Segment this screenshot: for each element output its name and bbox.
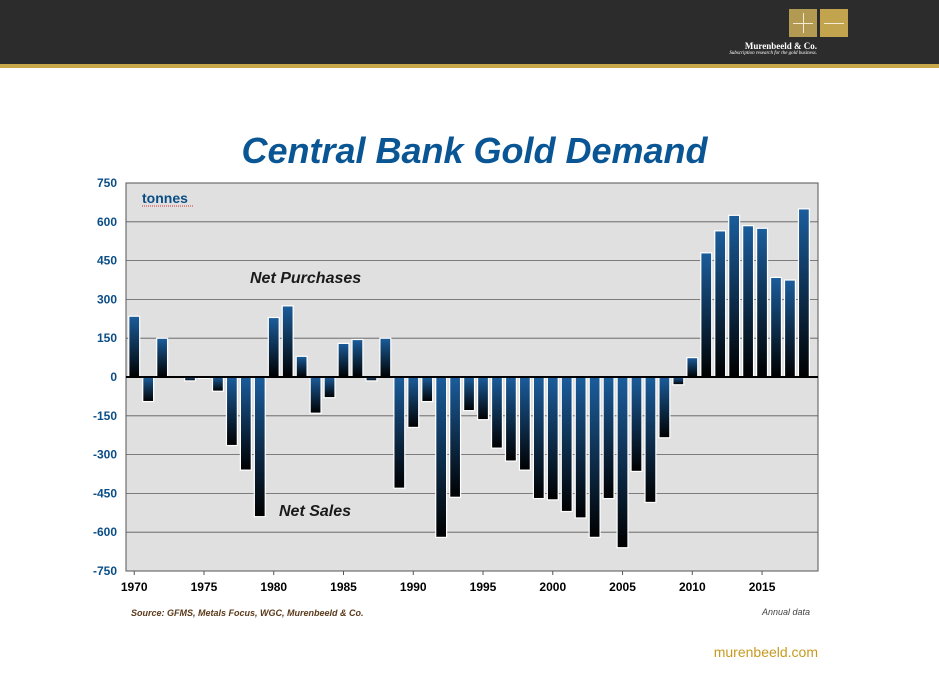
y-tick-label: -600 bbox=[93, 525, 117, 539]
bar-2007 bbox=[644, 376, 657, 504]
bar-1989 bbox=[393, 376, 406, 489]
brand-name: Murenbeeld & Co. bbox=[744, 41, 817, 51]
bar-2010 bbox=[686, 357, 699, 378]
x-tick-label: 1985 bbox=[330, 580, 357, 594]
bar-2001 bbox=[560, 376, 573, 513]
two-gold-squares-logo-icon bbox=[789, 9, 848, 37]
x-tick-label: 2015 bbox=[749, 580, 776, 594]
x-tick-label: 1980 bbox=[260, 580, 287, 594]
bar-2008 bbox=[658, 376, 671, 439]
bar-2004 bbox=[602, 376, 615, 500]
bar-1985 bbox=[337, 342, 350, 378]
y-tick-label: -150 bbox=[93, 409, 117, 423]
bar-2009 bbox=[672, 376, 685, 386]
bar-1999 bbox=[532, 376, 545, 500]
unit-label: tonnes bbox=[142, 190, 188, 206]
annotation-net-purchases: Net Purchases bbox=[250, 270, 361, 287]
bar-1978 bbox=[239, 376, 252, 471]
x-tick-label: 2000 bbox=[539, 580, 566, 594]
bar-2005 bbox=[616, 376, 629, 549]
bar-1980 bbox=[267, 316, 280, 378]
x-tick-label: 2005 bbox=[609, 580, 636, 594]
bar-1991 bbox=[421, 376, 434, 403]
bar-1984 bbox=[323, 376, 336, 399]
bar-2002 bbox=[574, 376, 587, 519]
y-tick-label: -300 bbox=[93, 448, 117, 462]
header-bar bbox=[0, 0, 939, 64]
bar-1986 bbox=[351, 338, 364, 378]
bar-1977 bbox=[225, 376, 238, 447]
bar-1972 bbox=[156, 337, 169, 378]
bar-1988 bbox=[379, 337, 392, 378]
bar-1971 bbox=[142, 376, 155, 403]
y-tick-label: -750 bbox=[93, 564, 117, 578]
bar-1970 bbox=[128, 315, 141, 378]
y-tick-label: 0 bbox=[110, 370, 117, 384]
y-tick-label: 600 bbox=[97, 215, 117, 229]
bar-1995 bbox=[476, 376, 490, 421]
x-tick-label: 2010 bbox=[679, 580, 706, 594]
chart-title: Central Bank Gold Demand bbox=[241, 130, 708, 171]
header-gold-rule bbox=[0, 64, 939, 68]
bar-2015 bbox=[756, 227, 769, 378]
bar-1983 bbox=[309, 376, 322, 414]
x-tick-label: 1990 bbox=[400, 580, 427, 594]
bar-2013 bbox=[728, 214, 741, 378]
y-tick-label: 300 bbox=[97, 292, 117, 306]
bar-1993 bbox=[449, 376, 462, 498]
bar-2014 bbox=[742, 225, 755, 378]
bar-1976 bbox=[211, 376, 224, 392]
source-note: Source: GFMS, Metals Focus, WGC, Murenbe… bbox=[131, 608, 364, 618]
bar-1992 bbox=[435, 376, 448, 538]
bar-1981 bbox=[281, 305, 294, 378]
bar-1979 bbox=[253, 376, 266, 518]
bar-2017 bbox=[783, 279, 796, 378]
bar-1990 bbox=[407, 376, 420, 429]
y-tick-label: 150 bbox=[97, 331, 117, 345]
x-tick-label: 1970 bbox=[121, 580, 148, 594]
x-tick-label: 1975 bbox=[191, 580, 218, 594]
bar-1998 bbox=[518, 376, 531, 471]
y-tick-label: 750 bbox=[97, 176, 117, 190]
y-tick-label: -450 bbox=[93, 486, 117, 500]
bar-2003 bbox=[588, 376, 601, 538]
bar-2006 bbox=[630, 376, 643, 473]
x-tick-label: 1995 bbox=[470, 580, 497, 594]
bar-1994 bbox=[463, 376, 476, 412]
bar-2011 bbox=[700, 252, 713, 378]
brand-tagline: Subscription research for the gold busin… bbox=[729, 51, 817, 56]
bar-1996 bbox=[490, 376, 504, 449]
bar-1997 bbox=[504, 376, 517, 462]
bar-1982 bbox=[295, 355, 308, 378]
annual-data-note: Annual data bbox=[761, 607, 810, 617]
bar-2016 bbox=[769, 276, 783, 378]
website-link[interactable]: murenbeeld.com bbox=[713, 644, 818, 660]
bar-2012 bbox=[714, 230, 727, 378]
bar-2000 bbox=[546, 376, 559, 501]
y-tick-label: 450 bbox=[97, 254, 117, 268]
bar-2018 bbox=[797, 208, 810, 378]
annotation-net-sales: Net Sales bbox=[279, 503, 351, 520]
